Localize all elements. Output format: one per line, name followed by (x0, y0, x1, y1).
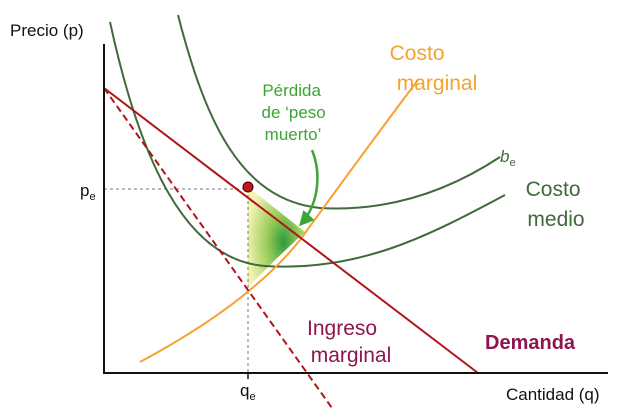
curve-costo-medio (109, 21, 506, 268)
label-costo-medio-line1: Costo (526, 178, 581, 201)
dwl-arrow (299, 149, 319, 227)
equilibrium-point (242, 181, 254, 193)
label-costo-medio-line2: medio (527, 208, 584, 231)
deadweight-loss-area (248, 187, 305, 287)
curve-demanda (103, 87, 479, 374)
label-costo-medio: Costo medio (526, 178, 587, 231)
label-demanda: Demanda (485, 332, 576, 354)
label-costo-marginal-line2: marginal (397, 72, 478, 95)
label-costo-marginal: Costo marginal (390, 42, 478, 95)
x-axis-label: Cantidad (q) (506, 385, 600, 404)
quantity-tick-label: qe (240, 381, 256, 403)
label-ingreso-marginal: Ingreso marginal (307, 317, 391, 367)
quantity-tick-sub: e (249, 391, 255, 403)
price-tick-main: p (80, 181, 89, 200)
price-tick-label: pe (80, 181, 96, 203)
label-be-sub: e (509, 157, 515, 169)
y-axis-label: Precio (p) (10, 21, 84, 40)
label-dwl-line3: muerto’ (265, 125, 322, 144)
curve-costo-marginal (139, 79, 419, 363)
price-tick-sub: e (89, 191, 95, 203)
quantity-tick-main: q (240, 381, 249, 400)
label-be: be (500, 147, 516, 169)
label-ingreso-marginal-line2: marginal (311, 344, 392, 367)
curve-be (177, 14, 501, 210)
label-dwl: Pérdida de ‘peso muerto’ (261, 81, 330, 144)
label-ingreso-marginal-line1: Ingreso (307, 317, 377, 340)
label-costo-marginal-line1: Costo (390, 42, 445, 65)
label-dwl-line2: de ‘peso (261, 103, 325, 122)
label-dwl-line1: Pérdida (262, 81, 321, 100)
label-be-main: b (500, 147, 509, 166)
